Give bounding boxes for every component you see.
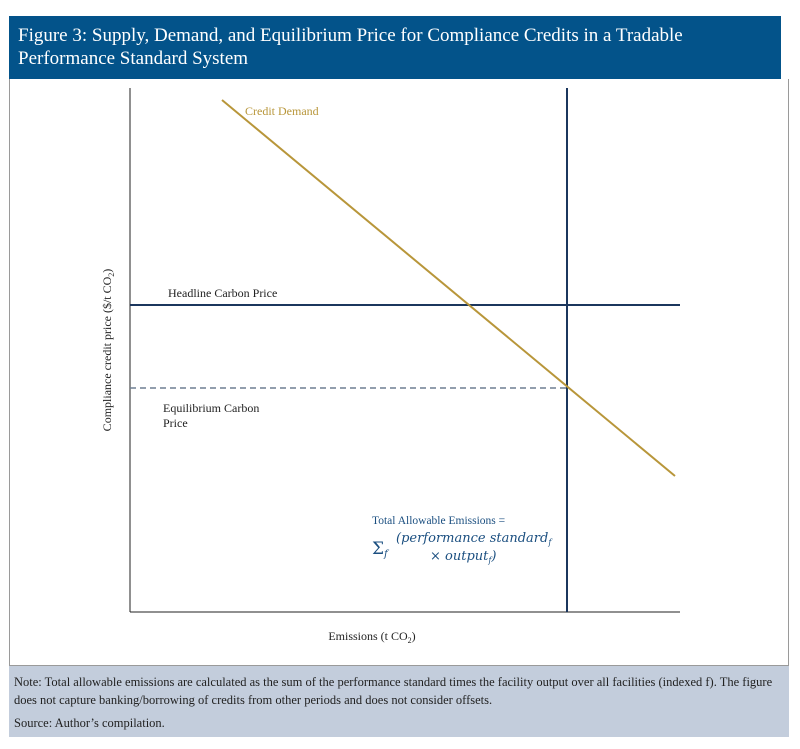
note-text: Note: Total allowable emissions are calc… — [14, 675, 773, 707]
source-text: Source: Author’s compilation. — [14, 716, 165, 730]
formula-line-2: × outputf) — [430, 549, 496, 565]
formula-sigma: Σf — [372, 539, 390, 560]
note-panel: Note: Total allowable emissions are calc… — [9, 666, 789, 737]
equilibrium-label-2: Price — [163, 416, 188, 430]
supply-label: Total Allowable Emissions = — [372, 515, 505, 527]
equilibrium-label-1: Equilibrium Carbon — [163, 401, 259, 415]
demand-label: Credit Demand — [245, 104, 319, 118]
figure-title: Figure 3: Supply, Demand, and Equilibriu… — [9, 16, 781, 79]
figure-panel — [9, 79, 789, 666]
demand-line — [221, 99, 676, 477]
headline-label: Headline Carbon Price — [168, 286, 277, 300]
x-axis-label: Emissions (t CO2) — [328, 629, 415, 645]
formula-line-1: (performance standardf — [396, 531, 553, 547]
y-axis-label: Compliance credit price ($/t CO2) — [100, 269, 116, 432]
